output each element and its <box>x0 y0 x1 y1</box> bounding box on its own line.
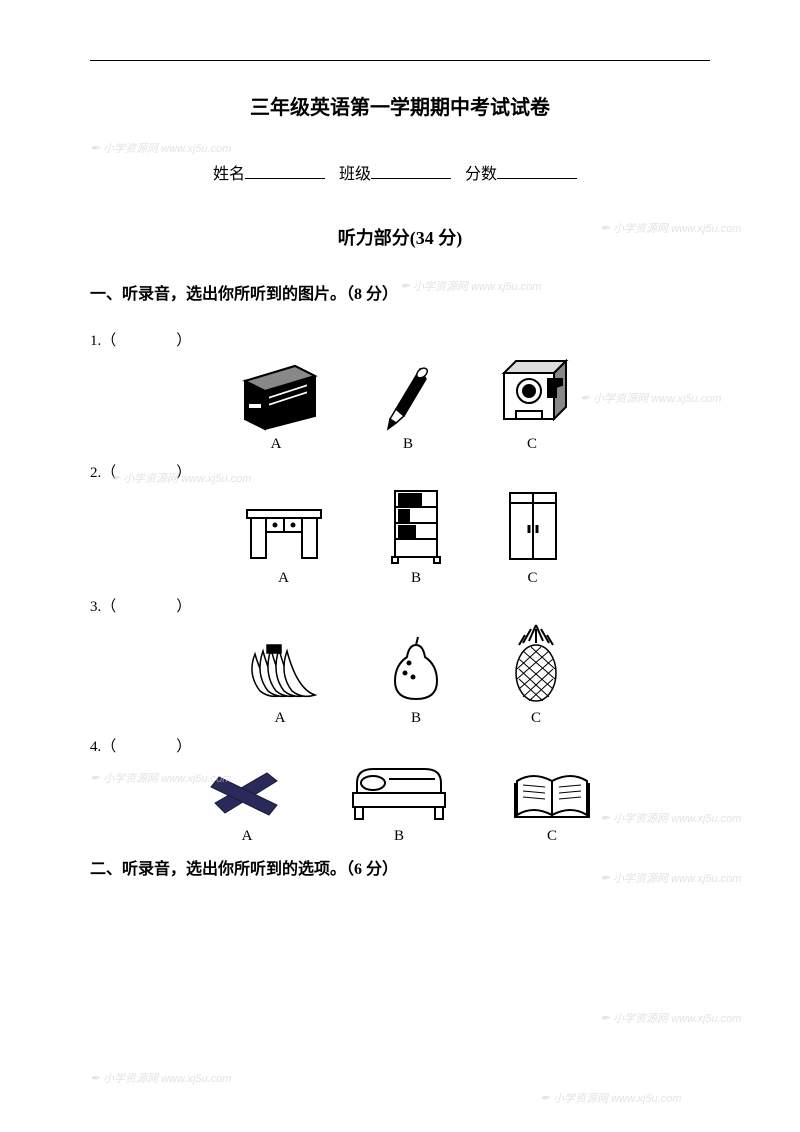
bed-icon <box>347 761 451 823</box>
question-4: 4.（ ） A <box>90 735 710 845</box>
printer-icon <box>230 361 322 431</box>
q2-option-c: C <box>504 489 562 587</box>
desk-icon <box>239 495 329 565</box>
question-3: 3.（ ） A <box>90 595 710 727</box>
q1-number: 1.（ ） <box>90 329 710 350</box>
q2-label-a: A <box>278 570 289 587</box>
q1-options: A B <box>170 355 630 453</box>
class-label: 班级 <box>339 166 371 183</box>
watermark: 小学资源网 www.xj5u.com <box>90 1070 231 1086</box>
q4-options: A B <box>170 761 630 845</box>
bookshelf-icon <box>389 487 444 565</box>
q1-label-a: A <box>271 436 282 453</box>
q3-option-b: B <box>385 633 447 727</box>
q2-number: 2.（ ） <box>90 461 710 482</box>
q2-label-c: C <box>527 570 537 587</box>
q4-option-c: C <box>511 765 593 845</box>
bananas-icon <box>235 639 325 705</box>
q1-option-b: B <box>382 361 434 453</box>
q4-option-a: A <box>207 767 287 845</box>
q3-label-c: C <box>531 710 541 727</box>
q3-label-a: A <box>275 710 286 727</box>
section-title: 听力部分(34 分) <box>90 224 710 250</box>
q4-label-c: C <box>547 828 557 845</box>
open-book-icon <box>511 765 593 823</box>
q2-options: A <box>170 487 630 587</box>
score-label: 分数 <box>465 166 497 183</box>
q3-label-b: B <box>411 710 421 727</box>
q4-label-b: B <box>394 828 404 845</box>
watermark: 小学资源网 www.xj5u.com <box>90 140 231 156</box>
q4-label-a: A <box>242 828 253 845</box>
q3-options: A B <box>170 621 630 727</box>
cross-sticks-icon <box>207 767 287 823</box>
q2-option-b: B <box>389 487 444 587</box>
q3-option-c: C <box>507 621 565 727</box>
question-2: 2.（ ） A <box>90 461 710 587</box>
part1-instruction: 一、听录音，选出你所听到的图片。（8 分） <box>90 280 710 304</box>
cabinet-icon <box>504 489 562 565</box>
student-info-line: 姓名 班级 分数 <box>90 160 710 184</box>
pen-icon <box>382 361 434 431</box>
name-label: 姓名 <box>213 166 245 183</box>
sharpener-icon <box>494 355 570 431</box>
horizontal-rule <box>90 60 710 61</box>
q3-number: 3.（ ） <box>90 595 710 616</box>
q2-label-b: B <box>411 570 421 587</box>
pear-icon <box>385 633 447 705</box>
score-blank <box>497 178 577 179</box>
name-blank <box>245 178 325 179</box>
q2-option-a: A <box>239 495 329 587</box>
watermark: 小学资源网 www.xj5u.com <box>600 1010 741 1026</box>
q3-option-a: A <box>235 639 325 727</box>
page-title: 三年级英语第一学期期中考试试卷 <box>90 91 710 120</box>
q1-option-a: A <box>230 361 322 453</box>
part2-instruction: 二、听录音，选出你所听到的选项。（6 分） <box>90 855 710 879</box>
watermark: 小学资源网 www.xj5u.com <box>540 1090 681 1106</box>
q4-option-b: B <box>347 761 451 845</box>
q1-option-c: C <box>494 355 570 453</box>
question-1: 1.（ ） A <box>90 329 710 453</box>
pineapple-icon <box>507 621 565 705</box>
q4-number: 4.（ ） <box>90 735 710 756</box>
q1-label-b: B <box>403 436 413 453</box>
class-blank <box>371 178 451 179</box>
q1-label-c: C <box>527 436 537 453</box>
